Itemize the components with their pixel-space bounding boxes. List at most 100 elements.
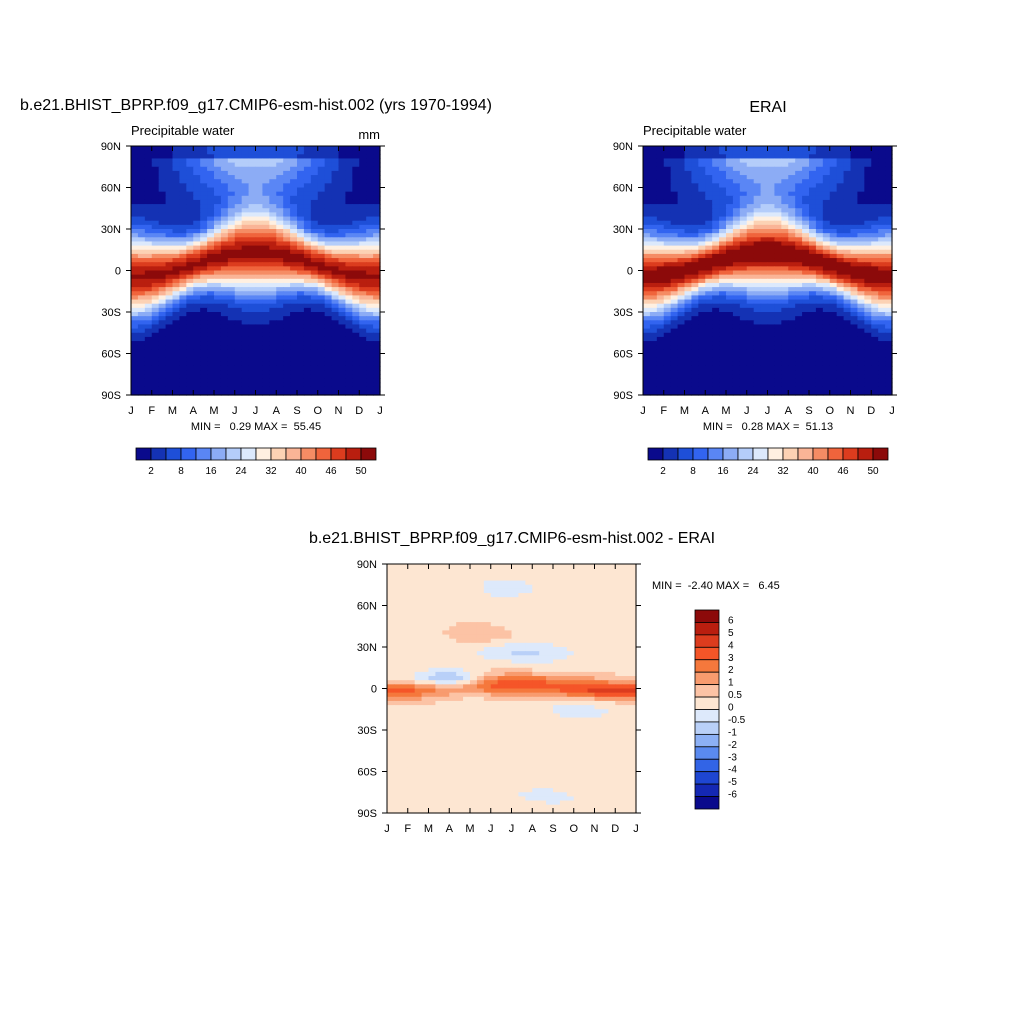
heatmap-cell (822, 349, 831, 355)
heatmap-cell (726, 199, 734, 205)
heatmap-cell (366, 336, 374, 342)
heatmap-cell (352, 150, 360, 155)
heatmap-cell (290, 216, 298, 222)
heatmap-cell (781, 241, 789, 247)
heatmap-cell (165, 183, 174, 189)
heatmap-cell (435, 568, 443, 573)
heatmap-cell (670, 249, 679, 255)
heatmap-cell (705, 328, 713, 334)
heatmap-cell (857, 374, 865, 379)
heatmap-cell (193, 199, 201, 205)
heatmap-cell (712, 212, 720, 218)
heatmap-cell (753, 390, 762, 396)
heatmap-cell (677, 341, 686, 346)
heatmap-cell (255, 166, 264, 172)
heatmap-cell (214, 282, 222, 288)
heatmap-cell (359, 220, 367, 226)
heatmap-cell (663, 287, 672, 292)
heatmap-cell (283, 307, 291, 313)
heatmap-cell (172, 349, 181, 355)
heatmap-cell (663, 378, 672, 384)
heatmap-cell (726, 191, 734, 197)
heatmap-cell (760, 199, 769, 205)
heatmap-cell (739, 274, 748, 280)
heatmap-cell (753, 195, 762, 201)
panel-model-heatmap (131, 146, 381, 396)
heatmap-cell (712, 307, 720, 313)
heatmap-cell (739, 175, 748, 180)
heatmap-cell (137, 170, 146, 176)
heatmap-cell (200, 349, 208, 355)
heatmap-cell (795, 365, 803, 371)
heatmap-cell (705, 349, 713, 355)
heatmap-cell (663, 328, 672, 334)
heatmap-cell (656, 199, 665, 205)
heatmap-cell (670, 154, 679, 160)
heatmap-cell (795, 162, 803, 168)
heatmap-cell (518, 593, 526, 598)
heatmap-cell (663, 183, 672, 189)
heatmap-cell (746, 183, 755, 189)
heatmap-cell (871, 195, 879, 201)
heatmap-cell (186, 212, 194, 218)
heatmap-cell (373, 266, 381, 272)
heatmap-cell (732, 150, 741, 155)
heatmap-cell (760, 175, 769, 180)
heatmap-cell (608, 593, 616, 598)
heatmap-cell (214, 349, 222, 355)
heatmap-cell (719, 349, 727, 355)
heatmap-cell (214, 328, 222, 334)
heatmap-cell (144, 382, 153, 388)
heatmap-cell (829, 162, 838, 168)
heatmap-cell (276, 345, 284, 350)
heatmap-cell (753, 316, 762, 321)
heatmap-cell (760, 204, 769, 209)
heatmap-cell (317, 357, 326, 363)
heatmap-cell (684, 183, 693, 189)
heatmap-cell (200, 361, 208, 367)
heatmap-cell (871, 150, 879, 155)
heatmap-cell (857, 150, 865, 155)
heatmap-cell (220, 361, 229, 367)
heatmap-cell (214, 266, 222, 272)
heatmap-cell (656, 312, 665, 317)
heatmap-cell (656, 245, 665, 251)
heatmap-cell (165, 282, 174, 288)
heatmap-cell (864, 175, 872, 180)
heatmap-cell (760, 307, 769, 313)
heatmap-cell (151, 266, 160, 272)
heatmap-cell (248, 187, 257, 193)
heatmap-cell (276, 266, 284, 272)
heatmap-cell (760, 361, 769, 367)
heatmap-cell (207, 349, 215, 355)
heatmap-cell (829, 216, 838, 222)
heatmap-cell (829, 365, 838, 371)
heatmap-cell (207, 258, 215, 263)
heatmap-cell (220, 287, 229, 292)
heatmap-cell (283, 154, 291, 160)
heatmap-cell (373, 224, 381, 230)
heatmap-cell (352, 341, 360, 346)
heatmap-cell (566, 605, 575, 611)
heatmap-cell (691, 287, 699, 292)
heatmap-cell (795, 386, 803, 392)
heatmap-cell (303, 291, 312, 296)
heatmap-cell (248, 158, 257, 164)
heatmap-cell (262, 361, 270, 367)
heatmap-cell (864, 158, 872, 164)
heatmap-cell (788, 150, 796, 155)
heatmap-cell (255, 224, 264, 230)
heatmap-cell (220, 316, 229, 321)
heatmap-cell (587, 572, 596, 578)
heatmap-cell (463, 580, 471, 586)
heatmap-cell (186, 278, 194, 284)
heatmap-cell (165, 312, 174, 317)
heatmap-cell (795, 299, 803, 305)
heatmap-cell (421, 605, 430, 611)
heatmap-cell (705, 291, 713, 296)
heatmap-cell (822, 341, 831, 346)
heatmap-cell (276, 216, 284, 222)
heatmap-cell (490, 617, 499, 623)
heatmap-cell (767, 299, 776, 305)
heatmap-cell (241, 253, 250, 259)
